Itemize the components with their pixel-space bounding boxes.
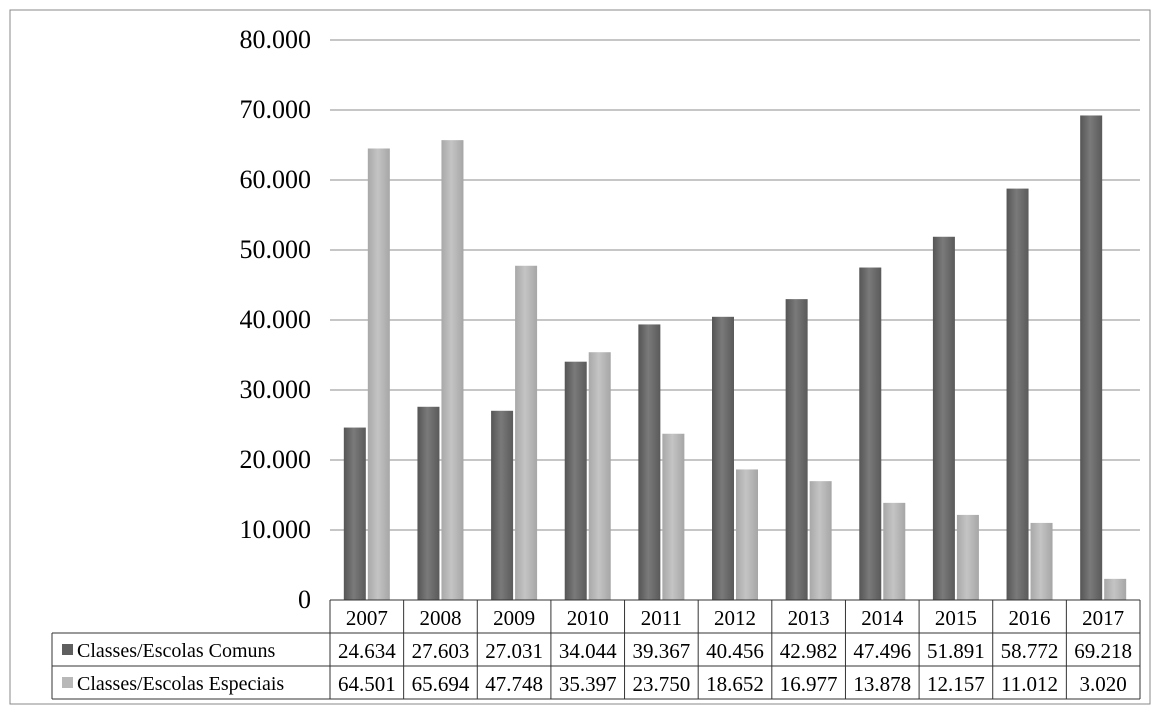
x-tick-label: 2014: [861, 606, 904, 630]
data-label: 47.496: [853, 639, 911, 663]
bar-especiais: [515, 265, 538, 600]
bars: [343, 115, 1127, 601]
legend-label: Classes/Escolas Especiais: [77, 673, 284, 695]
legend-label: Classes/Escolas Comuns: [77, 640, 276, 662]
x-tick-label: 2013: [788, 606, 830, 630]
data-label: 65.694: [412, 672, 470, 696]
data-label: 23.750: [632, 672, 690, 696]
legend-swatch-especiais: [62, 677, 73, 688]
data-table: 2007 2008 2009 2010 2011 2012 2013 2014 2015 2016…: [51, 599, 1141, 700]
bar-especiais: [367, 148, 390, 601]
data-label: 58.772: [1001, 639, 1059, 663]
y-tick-label: 20.000: [240, 445, 312, 474]
bar-especiais: [809, 481, 832, 600]
bar-especiais: [736, 469, 758, 600]
bar-especiais: [441, 140, 464, 600]
gridlines: [330, 39, 1140, 531]
bar-comuns: [1006, 188, 1029, 600]
y-tick-label: 30.000: [240, 375, 312, 404]
data-label: 64.501: [338, 672, 396, 696]
bar-comuns: [343, 427, 366, 600]
data-label: 69.218: [1074, 639, 1132, 663]
data-label: 27.603: [412, 639, 470, 663]
data-label: 16.977: [780, 672, 838, 696]
data-label: 3.020: [1080, 672, 1127, 696]
data-label: 39.367: [632, 639, 690, 663]
y-tick-label: 70.000: [240, 95, 312, 124]
data-label: 13.878: [853, 672, 911, 696]
x-tick-label: 2009: [493, 606, 535, 630]
y-tick-label: 60.000: [240, 165, 312, 194]
x-tick-label: 2007: [346, 606, 388, 630]
data-label: 24.634: [338, 639, 396, 663]
x-tick-label: 2010: [567, 606, 609, 630]
bar-comuns: [1080, 115, 1103, 600]
y-tick-label: 80.000: [240, 25, 312, 54]
data-label: 12.157: [927, 672, 985, 696]
x-tick-label: 2017: [1082, 606, 1124, 630]
y-tick-label: 40.000: [240, 305, 312, 334]
data-label: 40.456: [706, 639, 764, 663]
data-label: 47.748: [485, 672, 543, 696]
data-label: 34.044: [559, 639, 617, 663]
legend-swatch-comuns: [62, 644, 73, 655]
data-label: 11.012: [1001, 672, 1058, 696]
data-label: 42.982: [780, 639, 838, 663]
bar-comuns: [638, 324, 661, 600]
data-label: 27.031: [485, 639, 543, 663]
bar-comuns: [932, 236, 955, 600]
bar-especiais: [662, 433, 685, 600]
bar-especiais: [1030, 522, 1053, 600]
bar-comuns: [712, 316, 734, 600]
y-tick-label: 50.000: [240, 235, 312, 264]
x-tick-label: 2011: [641, 606, 682, 630]
chart-border: [9, 9, 1151, 705]
x-tick-label: 2015: [935, 606, 977, 630]
data-label: 18.652: [706, 672, 764, 696]
y-axis-tick-labels: 0 10.000 20.000 30.000 40.000 50.000 60.000 70.…: [240, 25, 312, 614]
x-tick-label: 2008: [419, 606, 461, 630]
data-label: 51.891: [927, 639, 985, 663]
bar-especiais: [956, 514, 979, 600]
bar-comuns: [417, 406, 440, 600]
bar-especiais: [883, 502, 906, 600]
y-tick-label: 0: [298, 585, 311, 614]
bar-especiais: [588, 352, 611, 600]
x-tick-label: 2012: [714, 606, 756, 630]
data-label: 35.397: [559, 672, 617, 696]
x-tick-label: 2016: [1009, 606, 1051, 630]
y-tick-label: 10.000: [240, 515, 312, 544]
bar-especiais: [1104, 578, 1127, 600]
bar-comuns: [785, 299, 808, 600]
bar-comuns: [564, 361, 587, 600]
bar-comuns: [491, 410, 514, 600]
bar-comuns: [859, 267, 882, 600]
